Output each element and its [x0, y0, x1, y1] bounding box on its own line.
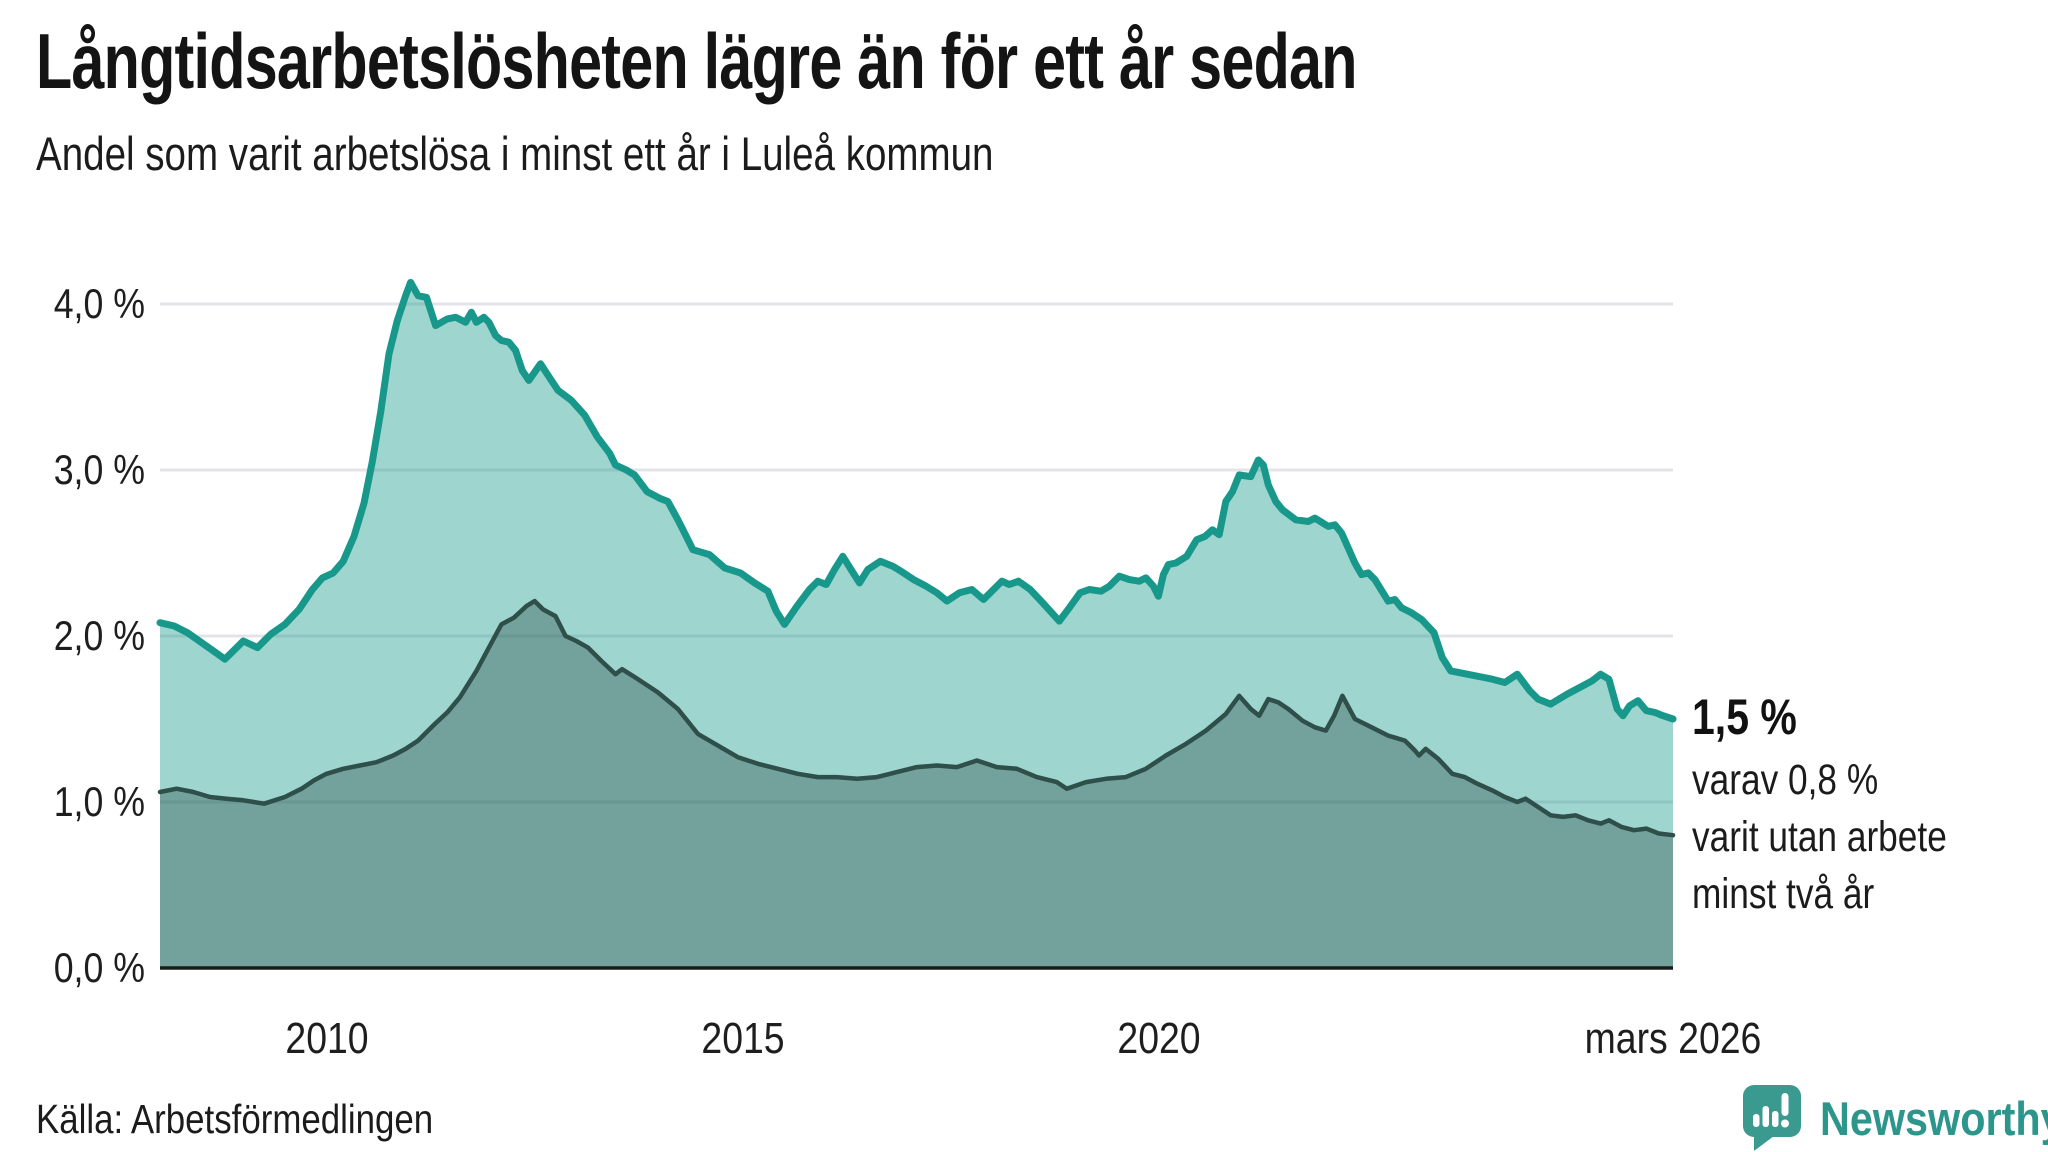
- y-tick-label: 1,0 %: [53, 778, 145, 825]
- x-tick-label: mars 2026: [1584, 1014, 1762, 1063]
- y-tick-label: 0,0 %: [53, 944, 145, 991]
- brand-logo: Newsworthy: [1742, 1084, 2048, 1152]
- area-fill: [160, 282, 1673, 968]
- area-fill: [160, 601, 1673, 968]
- series-line: [157, 598, 1676, 838]
- x-tick-label: 2010: [284, 1014, 369, 1063]
- series-line: [156, 278, 1677, 723]
- end-value-annotation-detail: varav 0,8 % varit utan arbete minst två …: [1692, 756, 1947, 918]
- x-tick-label: 2015: [701, 1014, 785, 1063]
- bar-chart-speech-bubble-icon: [1743, 1085, 1801, 1151]
- page-title: Långtidsarbetslösheten lägre än för ett …: [36, 17, 1357, 105]
- y-tick-label: 2,0 %: [53, 612, 145, 659]
- x-tick-label: 2020: [1117, 1014, 1201, 1063]
- source-label: Källa: Arbetsförmedlingen: [36, 1096, 434, 1142]
- y-tick-label: 4,0 %: [53, 280, 145, 327]
- brand-name: Newsworthy: [1820, 1091, 2048, 1145]
- y-tick-label: 3,0 %: [53, 446, 145, 493]
- page-subtitle: Andel som varit arbetslösa i minst ett å…: [36, 127, 994, 180]
- end-value-annotation: 1,5 %: [1692, 689, 1797, 745]
